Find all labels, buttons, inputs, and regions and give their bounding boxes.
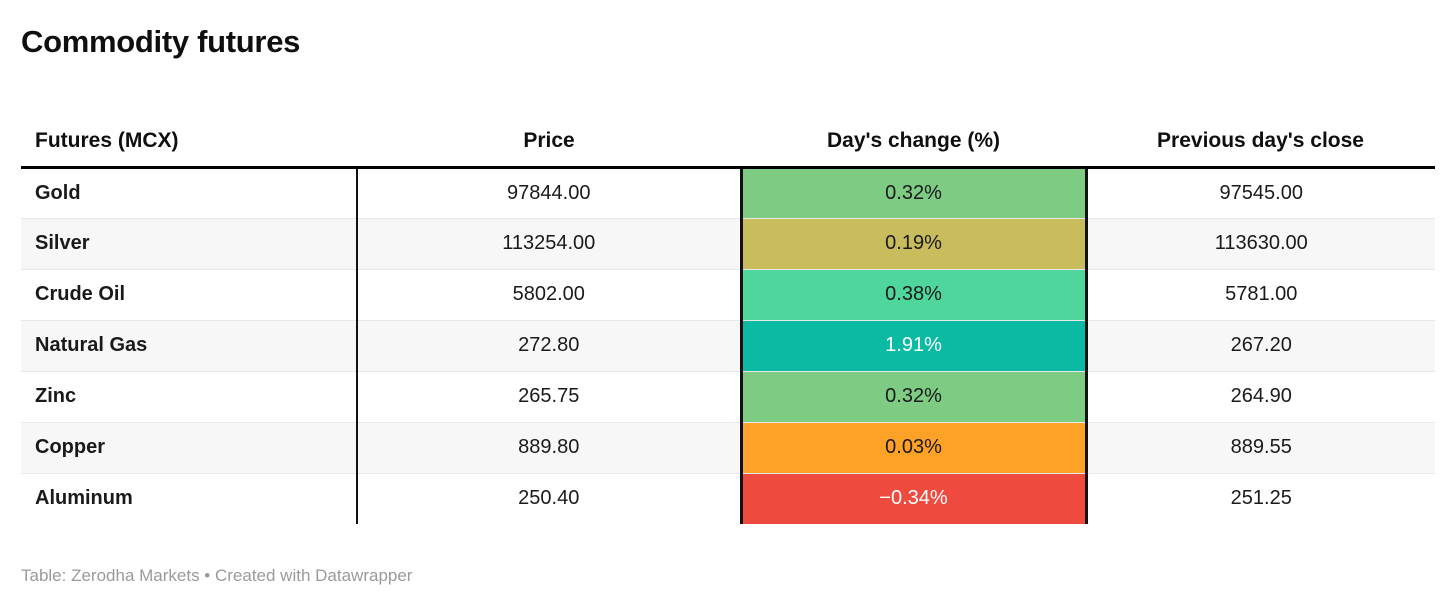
prev-close-cell: 97545.00 (1086, 166, 1435, 218)
change-cell: 0.32% (739, 370, 1088, 422)
table-header: Futures (MCX) Price Day's change (%) Pre… (21, 105, 1435, 169)
futures-name-cell: Aluminum (21, 472, 358, 524)
price-cell: 97844.00 (357, 166, 741, 218)
datawrapper-table-page: Commodity futures Futures (MCX) Price Da… (0, 22, 1456, 586)
price-cell: 113254.00 (357, 217, 741, 269)
attribution-footer: Table: Zerodha Markets • Created with Da… (21, 566, 413, 585)
table-row: Zinc 265.75 0.32% 264.90 (21, 370, 1435, 422)
price-cell: 265.75 (357, 370, 741, 422)
price-cell: 250.40 (357, 472, 741, 524)
change-cell: −0.34% (739, 472, 1088, 524)
futures-name-cell: Zinc (21, 370, 358, 422)
prev-close-cell: 264.90 (1086, 370, 1435, 422)
change-cell: 0.38% (739, 268, 1088, 320)
header-row: Futures (MCX) Price Day's change (%) Pre… (21, 105, 1435, 169)
price-cell: 889.80 (357, 421, 741, 473)
table-row: Silver 113254.00 0.19% 113630.00 (21, 217, 1435, 269)
price-cell: 272.80 (357, 319, 741, 371)
change-cell: 0.03% (739, 421, 1088, 473)
futures-name-cell: Copper (21, 421, 358, 473)
table-body: Gold 97844.00 0.32% 97545.00 Silver 1132… (21, 166, 1435, 524)
futures-name-cell: Crude Oil (21, 268, 358, 320)
table-row: Aluminum 250.40 −0.34% 251.25 (21, 472, 1435, 524)
table-row: Copper 889.80 0.03% 889.55 (21, 421, 1435, 473)
column-header-futures: Futures (MCX) (21, 105, 357, 169)
futures-name-cell: Silver (21, 217, 358, 269)
prev-close-cell: 5781.00 (1086, 268, 1435, 320)
change-cell: 0.19% (739, 217, 1088, 269)
prev-close-cell: 113630.00 (1086, 217, 1435, 269)
column-header-days-change: Day's change (%) (741, 105, 1086, 169)
futures-name-cell: Natural Gas (21, 319, 358, 371)
prev-close-cell: 267.20 (1086, 319, 1435, 371)
commodity-futures-table: Futures (MCX) Price Day's change (%) Pre… (21, 105, 1435, 524)
prev-close-cell: 251.25 (1086, 472, 1435, 524)
futures-name-cell: Gold (21, 166, 358, 218)
change-cell: 1.91% (739, 319, 1088, 371)
table-row: Natural Gas 272.80 1.91% 267.20 (21, 319, 1435, 371)
column-header-price: Price (357, 105, 741, 169)
prev-close-cell: 889.55 (1086, 421, 1435, 473)
column-header-prev-close: Previous day's close (1086, 105, 1435, 169)
table-row: Crude Oil 5802.00 0.38% 5781.00 (21, 268, 1435, 320)
page-title: Commodity futures (21, 24, 301, 59)
price-cell: 5802.00 (357, 268, 741, 320)
change-cell: 0.32% (739, 166, 1088, 218)
table-row: Gold 97844.00 0.32% 97545.00 (21, 166, 1435, 218)
